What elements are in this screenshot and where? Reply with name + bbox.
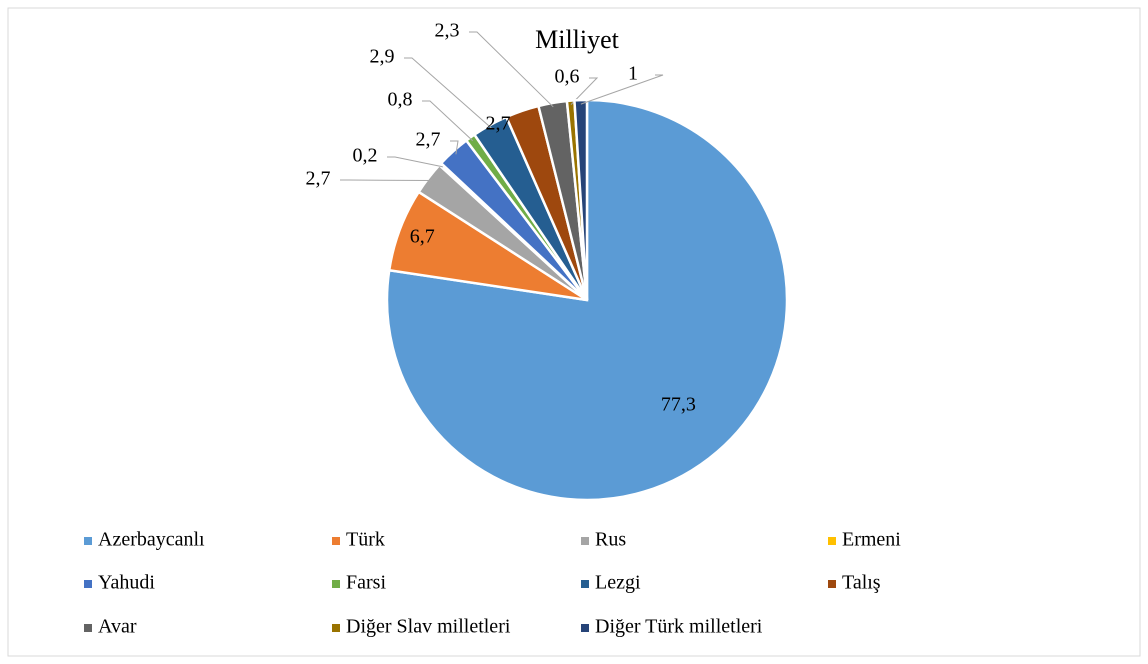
data-label: 2,7 (416, 129, 441, 151)
pie-slice (573, 98, 589, 301)
data-label: 2,9 (370, 46, 395, 68)
data-label: 2,7 (306, 168, 331, 190)
data-label: 2,3 (435, 20, 460, 42)
leader-line (450, 140, 459, 155)
legend-swatch (332, 537, 340, 545)
legend-label: Diğer Türk milletleri (595, 616, 763, 638)
legend-swatch (828, 537, 836, 545)
legend-swatch (581, 624, 589, 632)
data-label: 6,7 (410, 226, 435, 248)
legend-label: Yahudi (98, 572, 155, 594)
chart-title: Milliyet (535, 25, 620, 54)
data-label: 0,6 (555, 66, 580, 88)
legend-label: Lezgi (595, 572, 641, 594)
data-label: 0,8 (388, 89, 413, 111)
legend-label: Farsi (346, 572, 386, 594)
data-label: 2,7 (486, 113, 511, 135)
legend-swatch (581, 580, 589, 588)
legend-swatch (84, 580, 92, 588)
legend-swatch (828, 580, 836, 588)
legend-label: Ermeni (842, 529, 901, 551)
leader-line (422, 100, 474, 142)
legend-swatch (332, 624, 340, 632)
leader-line (469, 31, 554, 108)
data-label: 0,2 (353, 145, 378, 167)
legend-label: Türk (346, 529, 385, 551)
legend-label: Diğer Slav milletleri (346, 616, 511, 638)
legend-swatch (581, 537, 589, 545)
leader-line (570, 77, 599, 106)
leader-line (404, 57, 493, 129)
legend-swatch (332, 580, 340, 588)
legend-swatch (84, 537, 92, 545)
legend-swatch (84, 624, 92, 632)
legend-label: Avar (98, 616, 137, 638)
legend-label: Rus (595, 529, 626, 551)
data-label: 77,3 (661, 394, 696, 416)
data-label: 1 (628, 63, 638, 85)
leader-line (580, 74, 664, 105)
leader-line (387, 156, 444, 168)
legend-label: Azerbaycanlı (98, 529, 205, 551)
legend-label: Talış (842, 572, 881, 594)
